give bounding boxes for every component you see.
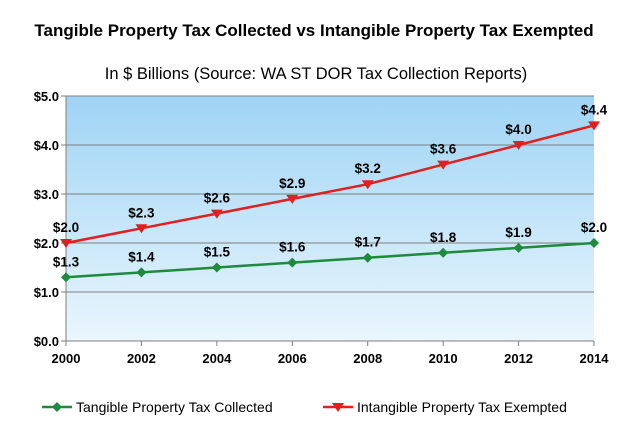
x-tick-label: 2006	[278, 351, 307, 366]
data-label: $2.9	[279, 176, 305, 191]
data-label: $1.6	[279, 240, 306, 255]
data-point	[588, 121, 600, 131]
legend-label: Intangible Property Tax Exempted	[357, 399, 567, 415]
data-point	[589, 238, 599, 248]
data-point	[362, 252, 373, 263]
data-point	[211, 262, 222, 273]
data-point	[438, 247, 449, 258]
series-line	[65, 241, 595, 279]
data-point	[513, 242, 524, 253]
legend-item: Tangible Property Tax Collected	[42, 399, 273, 415]
y-tick-label: $2.0	[34, 236, 59, 251]
x-tick-label: 2004	[202, 351, 232, 366]
data-label: $2.0	[581, 220, 607, 235]
data-label: $1.7	[355, 235, 381, 250]
x-tick-label: 2012	[504, 351, 533, 366]
legend-marker	[332, 403, 344, 412]
data-label: $1.3	[53, 254, 80, 269]
data-labels: $1.3 $1.4 $1.5 $1.6 $1.7 $1.8 $1.9 $2.0 $2.0 $2.3…	[53, 102, 608, 269]
data-label: $3.2	[355, 161, 381, 176]
data-label: $1.5	[204, 245, 231, 260]
legend-label: Tangible Property Tax Collected	[76, 399, 273, 415]
data-point	[287, 257, 298, 268]
data-point	[136, 267, 147, 278]
data-label: $3.6	[430, 142, 457, 157]
x-tick-label: 2000	[52, 351, 81, 366]
data-label: $1.9	[505, 225, 531, 240]
y-tick-label: $4.0	[34, 138, 59, 153]
series-line	[65, 124, 595, 245]
data-point	[210, 209, 223, 219]
data-label: $2.0	[53, 220, 79, 235]
series	[60, 121, 600, 283]
data-point	[512, 141, 525, 150]
x-tick-label: 2008	[353, 351, 382, 366]
legend-item: Intangible Property Tax Exempted	[323, 399, 567, 415]
y-tick-label: $3.0	[34, 187, 59, 202]
data-label: $4.4	[581, 102, 608, 117]
data-point	[437, 160, 450, 170]
data-point	[361, 180, 374, 190]
data-label: $2.6	[204, 191, 231, 206]
chart-subtitle: In $ Billions (Source: WA ST DOR Tax Col…	[105, 65, 527, 83]
data-label: $1.8	[430, 230, 457, 245]
x-tick-label: 2014	[580, 351, 610, 366]
x-tick-label: 2010	[429, 351, 458, 366]
data-label: $1.4	[128, 249, 155, 264]
data-point	[60, 239, 72, 248]
data-label: $2.3	[128, 205, 155, 220]
series-1	[61, 238, 599, 283]
data-label: $4.0	[505, 122, 531, 137]
legend: Tangible Property Tax Collected Intangibl…	[42, 399, 567, 415]
y-tick-label: $0.0	[34, 334, 59, 349]
data-point	[61, 272, 71, 283]
chart-title: Tangible Property Tax Collected vs Intan…	[34, 21, 593, 40]
legend-marker	[52, 402, 62, 412]
data-point	[135, 224, 148, 234]
series-2	[60, 121, 600, 248]
axes: $0.0 $1.0 $2.0 $3.0 $4.0 $5.0 2000 2002 2004 2006…	[34, 89, 610, 366]
data-point	[286, 194, 299, 204]
y-tick-label: $5.0	[34, 89, 59, 104]
plot-area	[66, 96, 594, 341]
y-tick-label: $1.0	[34, 285, 59, 300]
x-tick-label: 2002	[127, 351, 156, 366]
